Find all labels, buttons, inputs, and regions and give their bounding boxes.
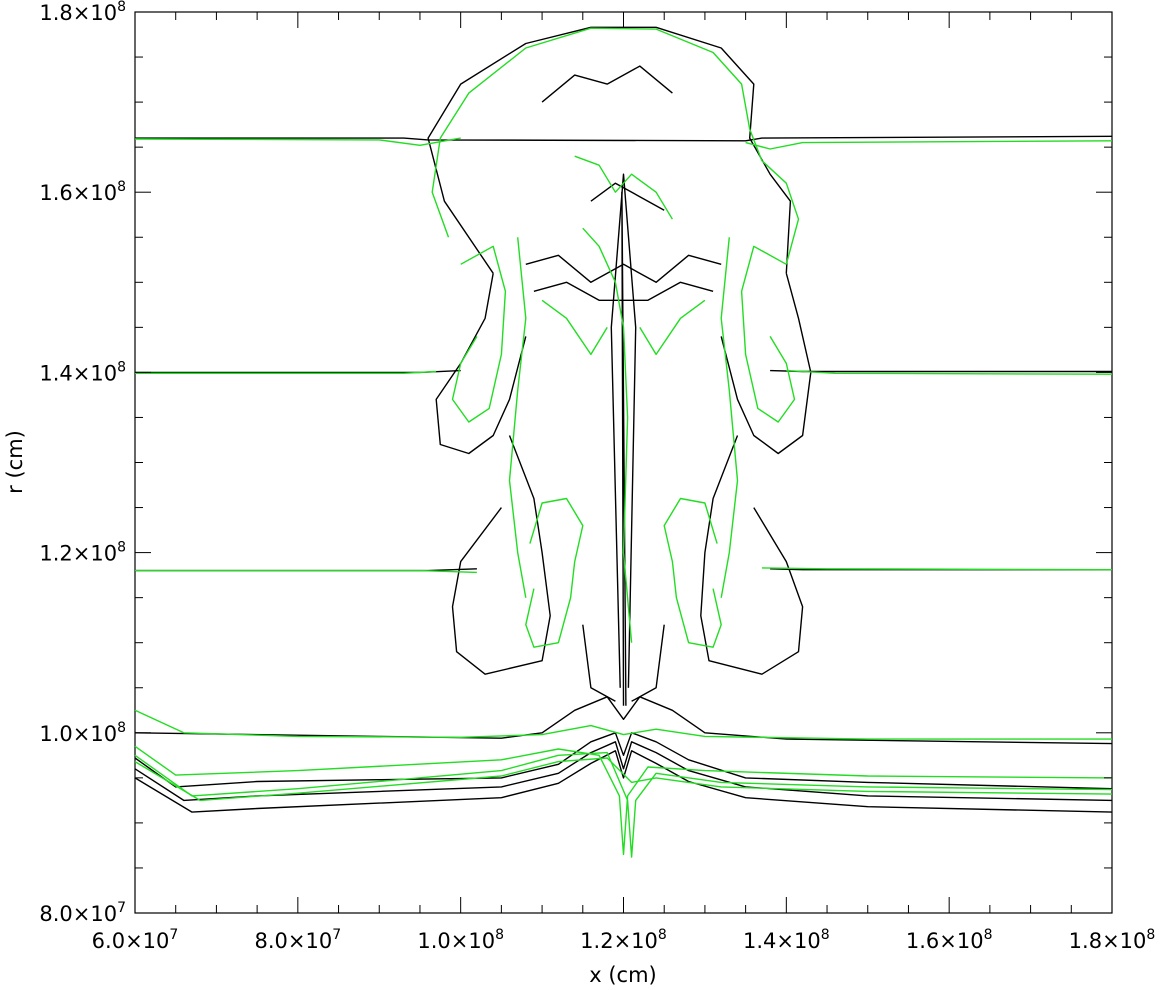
contour-line-s0-14 bbox=[435, 273, 527, 455]
x-tick-label: 1.2×108 bbox=[580, 927, 667, 953]
contour-line-s1-15 bbox=[508, 237, 527, 598]
contour-line-s0-10 bbox=[610, 173, 637, 688]
contour-line-s1-12 bbox=[740, 245, 796, 423]
y-axis-title: r (cm) bbox=[3, 430, 27, 494]
contour-line-s0-17 bbox=[700, 435, 804, 675]
contour-line-s1-7 bbox=[134, 745, 1113, 856]
y-tick-label: 1.4×108 bbox=[39, 359, 126, 385]
contour-line-s1-1 bbox=[745, 140, 1113, 150]
contour-line-s0-12 bbox=[631, 624, 665, 702]
contour-line-s0-11 bbox=[582, 624, 616, 702]
contour-line-s1-16 bbox=[720, 237, 739, 598]
y-tick-labels: 8.0×107 1.0×108 1.2×108 1.4×108 1.6×108 1.8×1… bbox=[39, 0, 126, 926]
x-tick-label: 1.0×108 bbox=[417, 927, 504, 953]
contour-line-s0-20 bbox=[525, 254, 722, 283]
contour-line-s0-1 bbox=[135, 369, 461, 374]
contour-line-s0-9 bbox=[621, 191, 627, 706]
y-tick-label: 1.8×108 bbox=[39, 0, 126, 25]
contour-line-s1-10 bbox=[431, 27, 800, 265]
contour-line-s1-8 bbox=[134, 751, 1113, 858]
x-tick-label: 1.4×108 bbox=[743, 927, 830, 953]
x-tick-label: 8.0×107 bbox=[255, 927, 342, 953]
contour-line-s0-21 bbox=[533, 281, 714, 301]
x-tick-label: 1.8×108 bbox=[1069, 927, 1156, 953]
x-tick-labels: 6.0×107 8.0×107 1.0×108 1.2×108 1.4×108 1.6×1… bbox=[92, 927, 1156, 953]
contour-line-s1-20 bbox=[639, 299, 706, 356]
contour-line-s1-4 bbox=[135, 569, 477, 574]
contour-line-s0-8 bbox=[134, 750, 1113, 813]
y-tick-label: 1.2×108 bbox=[39, 540, 126, 566]
contour-line-s1-9 bbox=[134, 757, 1113, 802]
y-tick-label: 8.0×107 bbox=[39, 900, 126, 926]
x-axis-title: x (cm) bbox=[589, 963, 657, 987]
y-tick-label: 1.6×108 bbox=[39, 179, 126, 205]
contour-line-s1-17 bbox=[574, 155, 673, 220]
y-tick-label: 1.0×108 bbox=[39, 720, 126, 746]
contour-line-s0-15 bbox=[720, 273, 812, 455]
contour-line-s1-6 bbox=[134, 709, 1112, 740]
contour-line-s0-0 bbox=[135, 135, 1113, 142]
x-tick-label: 6.0×107 bbox=[92, 927, 179, 953]
contour-line-s1-18 bbox=[582, 227, 633, 643]
contour-line-s1-11 bbox=[451, 245, 507, 423]
contour-line-s0-19 bbox=[590, 182, 665, 211]
contour-line-s1-19 bbox=[541, 299, 608, 356]
contour-line-s0-2 bbox=[770, 369, 1112, 373]
contour-line-s0-13 bbox=[427, 26, 792, 274]
contour-line-s0-18 bbox=[541, 65, 673, 103]
contour-line-s1-5 bbox=[761, 567, 1113, 571]
contour-lines bbox=[134, 26, 1113, 858]
axis-ticks bbox=[134, 11, 1113, 914]
contour-line-s1-13 bbox=[525, 497, 584, 648]
contour-line-s0-16 bbox=[451, 435, 551, 675]
contour-line-s0-7 bbox=[134, 741, 1113, 802]
contour-line-s1-3 bbox=[786, 369, 1113, 375]
contour-line-s1-2 bbox=[135, 370, 437, 374]
x-tick-label: 1.6×108 bbox=[906, 927, 993, 953]
contour-line-s0-5 bbox=[134, 696, 1113, 745]
contour-line-s1-14 bbox=[663, 497, 722, 648]
